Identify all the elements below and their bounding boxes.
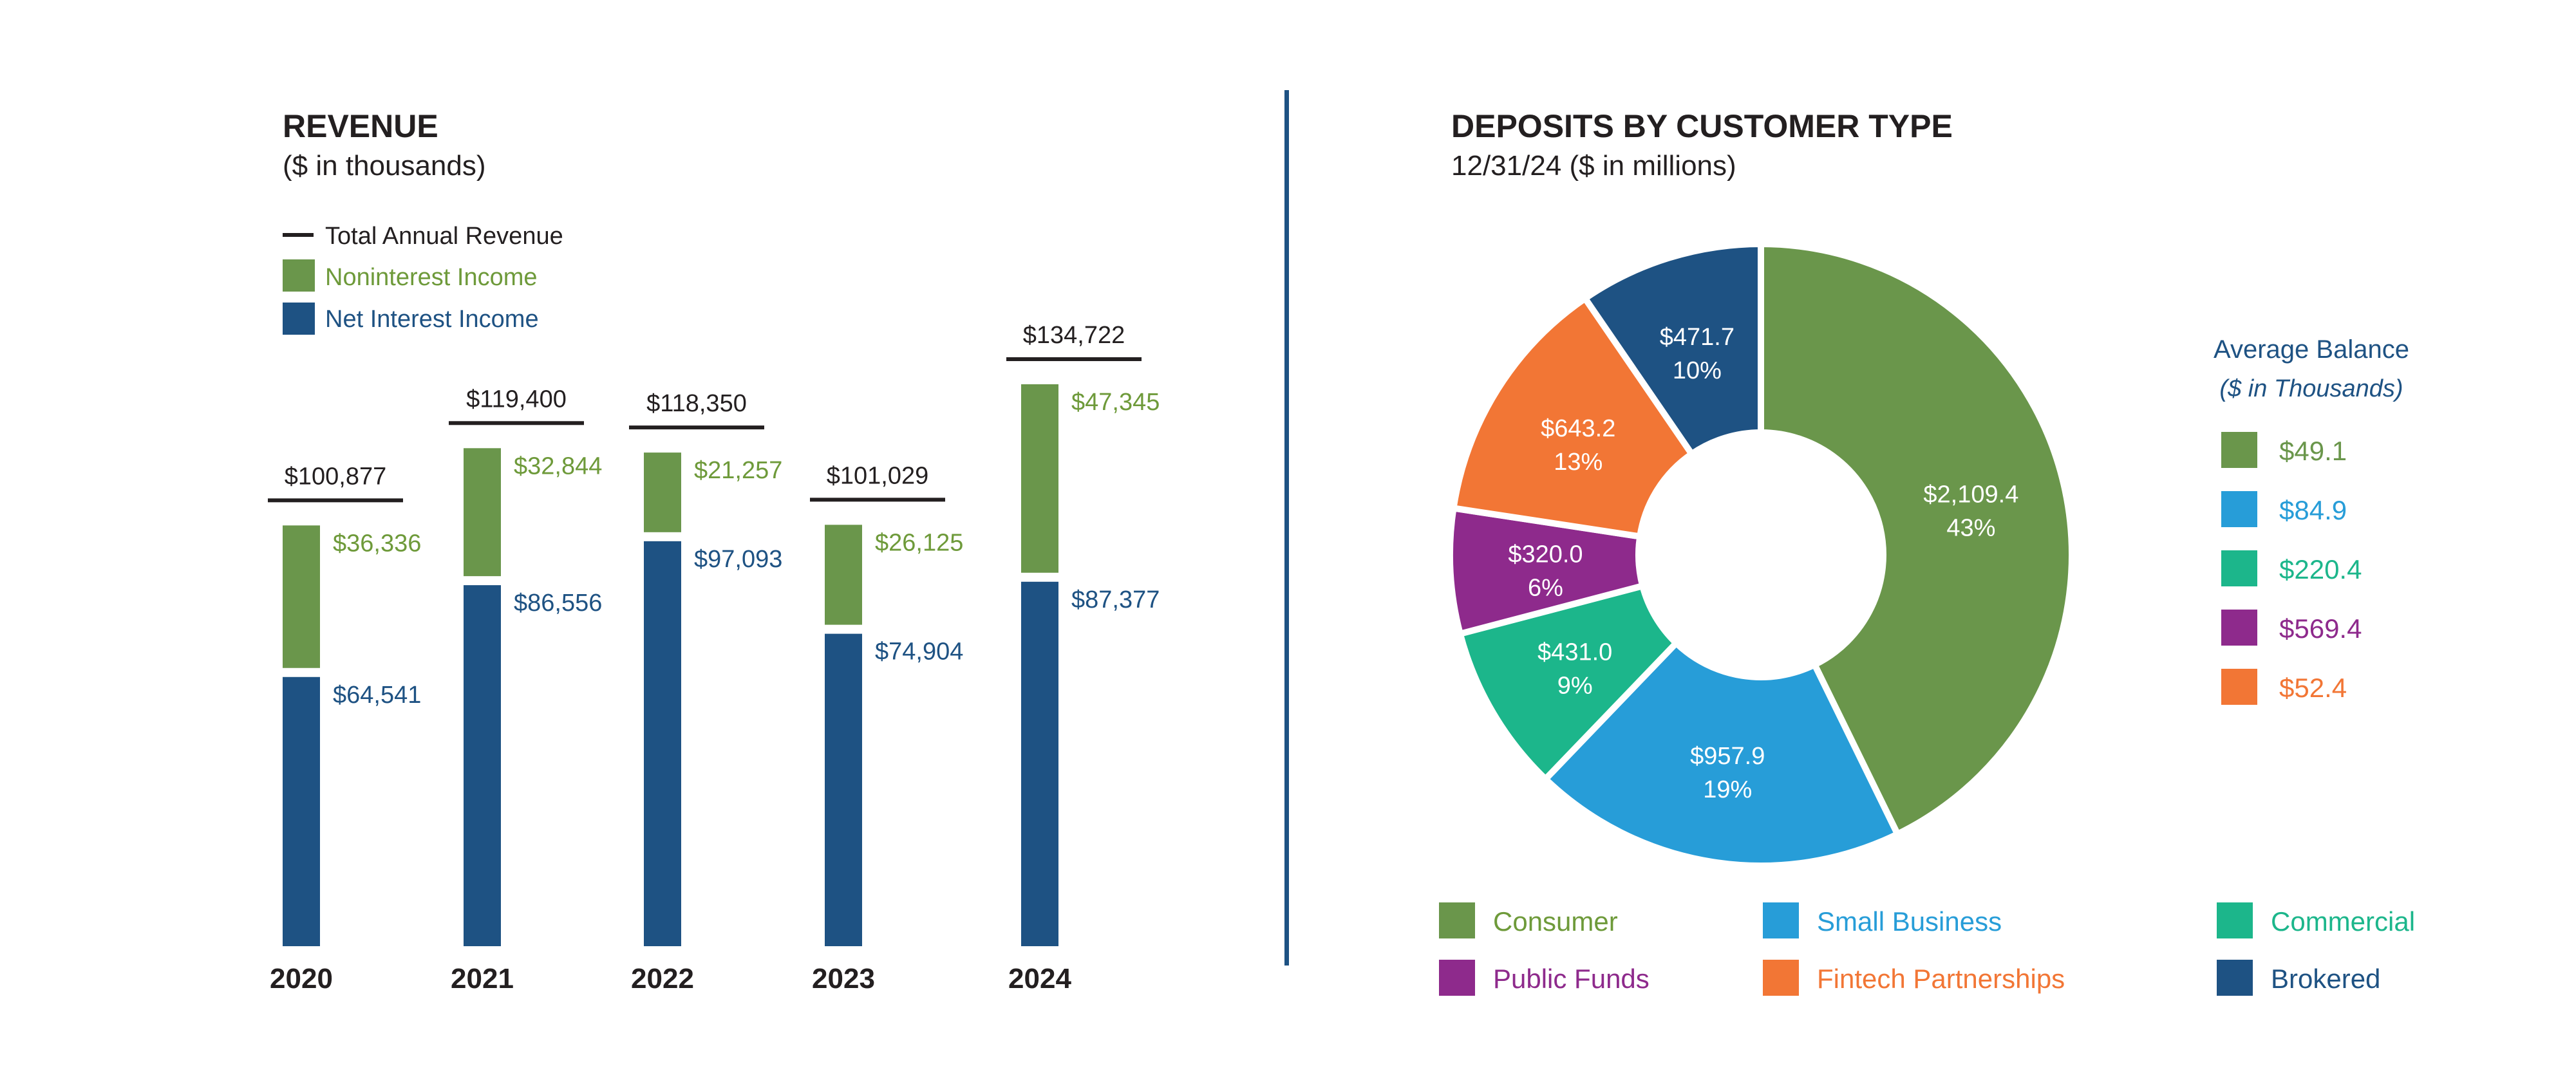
slice-percent-label: 9%	[1557, 673, 1593, 700]
legend-swatch-commercial	[2217, 902, 2253, 938]
year-axis-label: 2023	[812, 963, 875, 994]
bar-net-interest-2020	[283, 676, 320, 946]
net-interest-value-label: $86,556	[514, 590, 602, 617]
total-revenue-line	[810, 498, 945, 502]
total-revenue-label: $134,722	[1023, 322, 1125, 349]
deposits-donut: $2,109.4 43% $957.9 19% $431.0 9% $320.0 6% $643…	[1446, 240, 2075, 869]
slice-value-label: $643.2	[1541, 415, 1615, 442]
bar-noninterest-2020	[283, 525, 320, 668]
legend-swatch-public-funds	[1439, 960, 1475, 996]
year-axis-label: 2024	[1008, 963, 1071, 994]
average-balance-title: Average Balance	[2214, 335, 2409, 364]
legend-swatch-small-business	[1763, 902, 1799, 938]
average-balance-value: $569.4	[2279, 613, 2362, 644]
bar-net-interest-2022	[644, 541, 681, 946]
slice-value-label: $957.9	[1690, 743, 1765, 770]
legend-net-interest-label: Net Interest Income	[325, 306, 539, 333]
total-revenue-line	[1006, 357, 1142, 361]
deposits-chart: DEPOSITS BY CUSTOMER TYPE 12/31/24 ($ in…	[1439, 108, 2415, 996]
legend-label: Brokered	[2271, 964, 2380, 994]
revenue-subtitle: ($ in thousands)	[283, 150, 486, 182]
total-revenue-label: $118,350	[646, 390, 747, 417]
deposits-title: DEPOSITS BY CUSTOMER TYPE	[1451, 108, 1953, 144]
bar-noninterest-2023	[825, 525, 862, 625]
year-axis-label: 2022	[631, 963, 694, 994]
total-revenue-line	[629, 425, 764, 430]
legend-total-label: Total Annual Revenue	[325, 223, 563, 250]
legend-label: Consumer	[1493, 906, 1618, 937]
slice-percent-label: 6%	[1528, 575, 1563, 602]
legend-noninterest-swatch	[283, 259, 315, 292]
deposits-legend: Consumer Small Business Commercial Public F…	[1439, 902, 2415, 996]
legend-noninterest-label: Noninterest Income	[325, 264, 538, 291]
net-interest-value-label: $64,541	[333, 682, 421, 709]
legend-swatch-brokered	[2217, 960, 2253, 996]
legend-swatch-consumer	[1439, 902, 1475, 938]
revenue-bars: $64,541 $36,336 $100,877 2020 $86,556 $32,844…	[268, 322, 1160, 994]
year-axis-label: 2021	[451, 963, 514, 994]
donut-slice-fintech-partnerships	[1449, 294, 1697, 541]
legend-net-interest-swatch	[283, 303, 315, 335]
deposits-subtitle: 12/31/24 ($ in millions)	[1451, 150, 1736, 182]
donut-slice-small-business	[1541, 638, 1902, 869]
average-balance-value: $52.4	[2279, 673, 2347, 703]
panel-divider	[1284, 90, 1289, 966]
bar-noninterest-2024	[1021, 384, 1058, 573]
bar-net-interest-2023	[825, 633, 862, 946]
noninterest-value-label: $32,844	[514, 453, 602, 480]
average-balance-swatch	[2221, 669, 2257, 705]
total-revenue-line	[449, 421, 584, 425]
total-revenue-label: $101,029	[827, 462, 929, 489]
revenue-title: REVENUE	[283, 108, 438, 144]
revenue-legend: Total Annual Revenue Noninterest Income …	[283, 223, 563, 335]
legend-label: Commercial	[2271, 906, 2415, 937]
legend-total-line-icon	[283, 233, 314, 237]
average-balance-swatch	[2221, 610, 2257, 646]
average-balance-swatch	[2221, 491, 2257, 527]
noninterest-value-label: $21,257	[694, 457, 782, 484]
bar-noninterest-2022	[644, 453, 681, 532]
slice-value-label: $2,109.4	[1923, 481, 2018, 508]
noninterest-value-label: $36,336	[333, 530, 421, 557]
total-revenue-label: $100,877	[285, 463, 387, 490]
slice-percent-label: 19%	[1703, 776, 1752, 803]
slice-percent-label: 43%	[1946, 514, 1995, 541]
average-balance-value: $84.9	[2279, 495, 2347, 525]
average-balance-swatch	[2221, 550, 2257, 586]
donut-slice-commercial	[1456, 582, 1681, 784]
net-interest-value-label: $74,904	[875, 639, 963, 666]
slice-percent-label: 13%	[1554, 449, 1603, 476]
legend-swatch-fintech-partnerships	[1763, 960, 1799, 996]
net-interest-value-label: $97,093	[694, 546, 782, 573]
legend-label: Fintech Partnerships	[1817, 964, 2065, 994]
legend-label: Small Business	[1817, 906, 2002, 937]
year-axis-label: 2020	[270, 963, 333, 994]
legend-label: Public Funds	[1493, 964, 1650, 994]
net-interest-value-label: $87,377	[1071, 586, 1160, 613]
total-revenue-label: $119,400	[466, 386, 567, 413]
average-balance-swatch	[2221, 432, 2257, 468]
total-revenue-line	[268, 498, 403, 503]
noninterest-value-label: $47,345	[1071, 389, 1160, 416]
average-balance-value: $49.1	[2279, 436, 2347, 466]
noninterest-value-label: $26,125	[875, 529, 963, 556]
donut-slice-consumer	[1758, 240, 2075, 839]
bar-net-interest-2024	[1021, 581, 1058, 946]
slice-value-label: $431.0	[1537, 639, 1612, 666]
slice-percent-label: 10%	[1673, 357, 1722, 384]
slice-value-label: $471.7	[1660, 324, 1735, 351]
average-balance-list: $49.1 $84.9 $220.4 $569.4 $52.4	[2221, 432, 2362, 705]
average-balance-value: $220.4	[2279, 554, 2362, 584]
bar-noninterest-2021	[464, 448, 501, 577]
slice-value-label: $320.0	[1508, 541, 1583, 568]
average-balance-subtitle: ($ in Thousands)	[2219, 375, 2403, 402]
revenue-chart: REVENUE ($ in thousands) Total Annual Re…	[268, 108, 1160, 994]
donut-slice-brokered	[1581, 240, 1764, 459]
bar-net-interest-2021	[464, 585, 501, 946]
